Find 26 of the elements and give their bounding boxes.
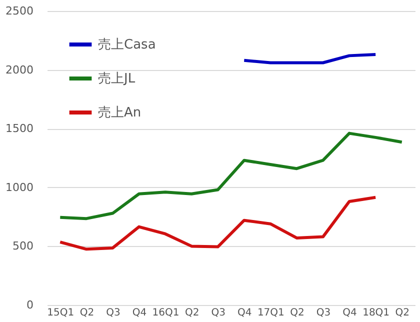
x-tick-label: Q3: [106, 308, 120, 318]
legend-label: 売上An: [98, 106, 142, 120]
legend-label: 売上Casa: [98, 38, 156, 52]
x-tick-label: Q3: [316, 308, 331, 318]
y-tick-label: 500: [12, 240, 34, 253]
line-series: [58, 196, 378, 251]
y-tick-label: 2500: [6, 4, 34, 18]
line-series: [58, 132, 404, 220]
x-tick-label: Q4: [238, 308, 252, 318]
x-tick-label: Q2: [290, 308, 304, 318]
x-tick-label: Q2: [395, 308, 410, 318]
x-tick-label: Q2: [80, 308, 94, 318]
y-tick-label: 0: [26, 298, 34, 312]
x-tick-label: Q3: [211, 308, 226, 318]
x-tick-label: 15Q1: [47, 308, 74, 318]
x-tick-label: Q2: [184, 308, 200, 318]
y-tick-label: 1500: [6, 122, 34, 136]
y-tick-label: 1000: [6, 180, 34, 194]
x-tick-label: 18Q1: [362, 308, 390, 318]
x-tick-label: Q4: [342, 308, 357, 318]
x-tick-label: Q4: [132, 308, 147, 318]
x-tick-label: 16Q1: [152, 308, 180, 318]
y-tick-label: 2000: [6, 63, 34, 76]
legend-label: 売上JL: [98, 72, 136, 86]
line-series: [242, 53, 378, 64]
x-tick-label: 17Q1: [257, 308, 284, 318]
